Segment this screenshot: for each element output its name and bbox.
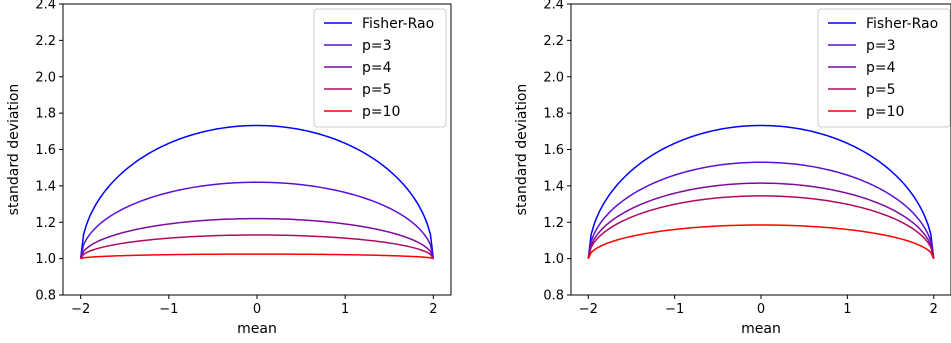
- series-line-fisher-rao: [79, 124, 435, 259]
- series-line-fisher-rao: [587, 124, 935, 259]
- x-axis-label: mean: [237, 321, 277, 337]
- legend-label: p=5: [866, 82, 896, 98]
- series-line-p-4: [79, 217, 435, 259]
- y-tick-label: 1.8: [35, 107, 56, 122]
- y-tick-label: 1.6: [543, 143, 564, 158]
- series-line-p-5: [587, 195, 935, 259]
- chart-right: −2 −1 0 1 2 0.8 1.0 1.2 1.4 1.6 1.8 2.0 2.2 2.4 mean st…: [514, 0, 951, 337]
- y-tick-label: 1.0: [35, 252, 56, 267]
- x-tick-label: 1: [843, 302, 851, 317]
- y-axis-label: standard deviation: [6, 84, 22, 216]
- legend-label: p=10: [866, 104, 904, 120]
- legend: Fisher-Rao p=3 p=4 p=5 p=10: [313, 8, 447, 128]
- x-tick-label: −2: [71, 302, 90, 317]
- y-tick-label: 1.6: [35, 143, 56, 158]
- series-line-p-4: [587, 182, 935, 259]
- y-tick-label: 1.2: [543, 216, 564, 231]
- series-line-p-3: [79, 181, 435, 259]
- y-tick-label: 2.0: [35, 70, 56, 85]
- chart-left: −2 −1 0 1 2 0.8 1.0 1.2 1.4 1.6 1.8 2.0 2.2 2.4 mean st…: [6, 0, 452, 337]
- x-tick-label: 2: [429, 302, 437, 317]
- series-line-p-5: [80, 234, 434, 260]
- series-group: [587, 124, 935, 259]
- legend-label: p=5: [362, 82, 392, 98]
- legend-label: p=3: [362, 38, 392, 54]
- x-tick-label: −1: [665, 302, 684, 317]
- series-line-p-3: [587, 161, 935, 259]
- y-tick-label: 0.8: [35, 289, 56, 304]
- legend-label: Fisher-Rao: [362, 16, 434, 32]
- legend-box: [313, 8, 447, 128]
- legend-label: p=4: [866, 60, 896, 76]
- y-tick-label: 2.0: [543, 70, 564, 85]
- y-tick-label: 1.4: [543, 179, 564, 194]
- x-tick-label: −2: [579, 302, 598, 317]
- x-tick-label: 0: [253, 302, 261, 317]
- y-tick-label: 2.4: [35, 0, 56, 13]
- x-tick-label: −1: [159, 302, 178, 317]
- legend-label: p=4: [362, 60, 392, 76]
- legend-label: Fisher-Rao: [866, 16, 938, 32]
- legend-label: p=10: [362, 104, 400, 120]
- legend: Fisher-Rao p=3 p=4 p=5 p=10: [817, 8, 951, 128]
- x-axis-label: mean: [741, 321, 781, 337]
- legend-label: p=3: [866, 38, 896, 54]
- series-line-p-10: [80, 253, 434, 260]
- x-tick-label: 1: [341, 302, 349, 317]
- series-group: [79, 124, 435, 260]
- y-tick-label: 1.0: [543, 252, 564, 267]
- x-tick-label: 0: [757, 302, 765, 317]
- y-tick-label: 0.8: [543, 289, 564, 304]
- y-tick-label: 1.4: [35, 179, 56, 194]
- y-tick-label: 2.4: [543, 0, 564, 13]
- legend-box: [817, 8, 951, 128]
- y-tick-label: 2.2: [35, 34, 56, 49]
- y-axis-label: standard deviation: [514, 84, 530, 216]
- x-tick-label: 2: [930, 302, 938, 317]
- y-tick-label: 1.2: [35, 216, 56, 231]
- y-tick-label: 1.8: [543, 107, 564, 122]
- y-tick-label: 2.2: [543, 34, 564, 49]
- series-line-p-10: [587, 224, 935, 259]
